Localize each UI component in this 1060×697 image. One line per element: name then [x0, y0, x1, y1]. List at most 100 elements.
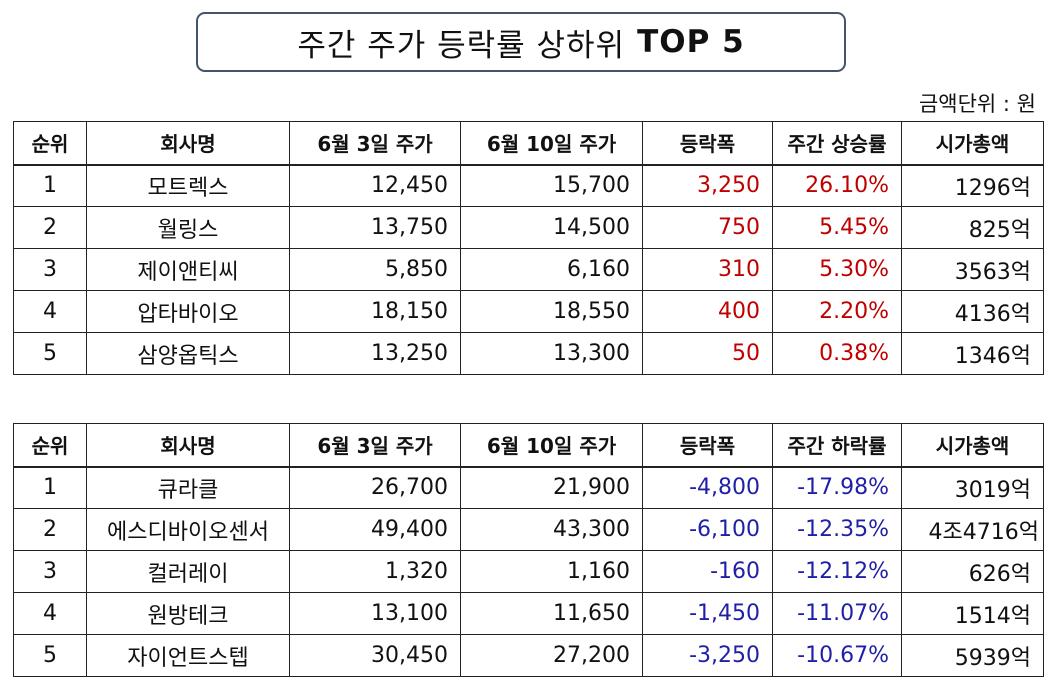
- price-end-cell: 27,200: [460, 634, 643, 677]
- price-end-cell: 15,700: [460, 164, 643, 207]
- header-rate: 주간 하락률: [772, 423, 902, 467]
- header-rate: 주간 상승률: [772, 121, 902, 165]
- rate-cell: -10.67%: [772, 634, 902, 677]
- rank-cell: 5: [13, 332, 87, 375]
- change-cell: 3,250: [642, 164, 773, 207]
- header-price-end: 6월 10일 주가: [460, 121, 643, 165]
- table-row: 5 자이언트스텝 30,450 27,200 -3,250 -10.67% 59…: [13, 634, 1044, 677]
- change-cell: 310: [642, 248, 773, 291]
- price-end-cell: 11,650: [460, 592, 643, 635]
- header-price-start: 6월 3일 주가: [289, 423, 461, 467]
- change-cell: -3,250: [642, 634, 773, 677]
- price-end-cell: 43,300: [460, 508, 643, 551]
- price-start-cell: 30,450: [289, 634, 461, 677]
- rank-cell: 3: [13, 550, 87, 593]
- header-price-end: 6월 10일 주가: [460, 423, 643, 467]
- company-cell: 삼양옵틱스: [86, 332, 290, 375]
- company-cell: 컬러레이: [86, 550, 290, 593]
- unit-label: 금액단위 : 원: [918, 92, 1036, 116]
- price-end-cell: 13,300: [460, 332, 643, 375]
- title-korean: 주간 주가 등락률 상하위: [297, 27, 626, 64]
- table-header-row: 순위 회사명 6월 3일 주가 6월 10일 주가 등락폭 주간 하락률 시가총…: [13, 423, 1044, 467]
- price-start-cell: 26,700: [289, 466, 461, 509]
- table-row: 1 큐라클 26,700 21,900 -4,800 -17.98% 3019억: [13, 466, 1044, 509]
- change-cell: 750: [642, 206, 773, 249]
- table-row: 2 월링스 13,750 14,500 750 5.45% 825억: [13, 206, 1044, 249]
- rank-cell: 4: [13, 290, 87, 333]
- table-row: 4 압타바이오 18,150 18,550 400 2.20% 4136억: [13, 290, 1044, 333]
- company-cell: 자이언트스텝: [86, 634, 290, 677]
- price-start-cell: 18,150: [289, 290, 461, 333]
- company-cell: 원방테크: [86, 592, 290, 635]
- table-row: 1 모트렉스 12,450 15,700 3,250 26.10% 1296억: [13, 164, 1044, 207]
- company-cell: 제이앤티씨: [86, 248, 290, 291]
- rank-cell: 1: [13, 466, 87, 509]
- company-cell: 큐라클: [86, 466, 290, 509]
- header-change: 등락폭: [642, 121, 773, 165]
- price-end-cell: 14,500: [460, 206, 643, 249]
- market-cap-cell: 4조4716억: [901, 508, 1044, 551]
- company-cell: 월링스: [86, 206, 290, 249]
- gainers-table: 순위 회사명 6월 3일 주가 6월 10일 주가 등락폭 주간 상승률 시가총…: [13, 121, 1044, 375]
- price-start-cell: 13,100: [289, 592, 461, 635]
- table-row: 2 에스디바이오센서 49,400 43,300 -6,100 -12.35% …: [13, 508, 1044, 551]
- market-cap-cell: 1296억: [901, 164, 1044, 207]
- header-market-cap: 시가총액: [901, 121, 1044, 165]
- price-end-cell: 1,160: [460, 550, 643, 593]
- market-cap-cell: 4136억: [901, 290, 1044, 333]
- market-cap-cell: 3019억: [901, 466, 1044, 509]
- rank-cell: 1: [13, 164, 87, 207]
- change-cell: -4,800: [642, 466, 773, 509]
- table-row: 3 컬러레이 1,320 1,160 -160 -12.12% 626억: [13, 550, 1044, 593]
- rate-cell: -17.98%: [772, 466, 902, 509]
- header-rank: 순위: [13, 423, 87, 467]
- rate-cell: 5.45%: [772, 206, 902, 249]
- rate-cell: -11.07%: [772, 592, 902, 635]
- price-end-cell: 18,550: [460, 290, 643, 333]
- market-cap-cell: 3563억: [901, 248, 1044, 291]
- change-cell: -160: [642, 550, 773, 593]
- header-company: 회사명: [86, 121, 290, 165]
- rate-cell: 2.20%: [772, 290, 902, 333]
- rate-cell: -12.12%: [772, 550, 902, 593]
- price-end-cell: 21,900: [460, 466, 643, 509]
- rate-cell: 0.38%: [772, 332, 902, 375]
- header-company: 회사명: [86, 423, 290, 467]
- price-start-cell: 1,320: [289, 550, 461, 593]
- market-cap-cell: 5939억: [901, 634, 1044, 677]
- rate-cell: 26.10%: [772, 164, 902, 207]
- losers-table: 순위 회사명 6월 3일 주가 6월 10일 주가 등락폭 주간 하락률 시가총…: [13, 423, 1044, 677]
- company-cell: 에스디바이오센서: [86, 508, 290, 551]
- table-header-row: 순위 회사명 6월 3일 주가 6월 10일 주가 등락폭 주간 상승률 시가총…: [13, 121, 1044, 165]
- table-row: 5 삼양옵틱스 13,250 13,300 50 0.38% 1346억: [13, 332, 1044, 375]
- rank-cell: 3: [13, 248, 87, 291]
- rate-cell: -12.35%: [772, 508, 902, 551]
- price-start-cell: 5,850: [289, 248, 461, 291]
- rank-cell: 2: [13, 508, 87, 551]
- change-cell: 400: [642, 290, 773, 333]
- change-cell: -1,450: [642, 592, 773, 635]
- price-start-cell: 13,750: [289, 206, 461, 249]
- header-market-cap: 시가총액: [901, 423, 1044, 467]
- change-cell: 50: [642, 332, 773, 375]
- table-row: 4 원방테크 13,100 11,650 -1,450 -11.07% 1514…: [13, 592, 1044, 635]
- rank-cell: 2: [13, 206, 87, 249]
- market-cap-cell: 825억: [901, 206, 1044, 249]
- header-change: 등락폭: [642, 423, 773, 467]
- table-row: 3 제이앤티씨 5,850 6,160 310 5.30% 3563억: [13, 248, 1044, 291]
- title-bold: TOP 5: [637, 24, 745, 60]
- price-end-cell: 6,160: [460, 248, 643, 291]
- market-cap-cell: 1514억: [901, 592, 1044, 635]
- rank-cell: 5: [13, 634, 87, 677]
- price-start-cell: 49,400: [289, 508, 461, 551]
- company-cell: 모트렉스: [86, 164, 290, 207]
- change-cell: -6,100: [642, 508, 773, 551]
- price-start-cell: 12,450: [289, 164, 461, 207]
- rate-cell: 5.30%: [772, 248, 902, 291]
- price-start-cell: 13,250: [289, 332, 461, 375]
- header-price-start: 6월 3일 주가: [289, 121, 461, 165]
- company-cell: 압타바이오: [86, 290, 290, 333]
- header-rank: 순위: [13, 121, 87, 165]
- rank-cell: 4: [13, 592, 87, 635]
- market-cap-cell: 626억: [901, 550, 1044, 593]
